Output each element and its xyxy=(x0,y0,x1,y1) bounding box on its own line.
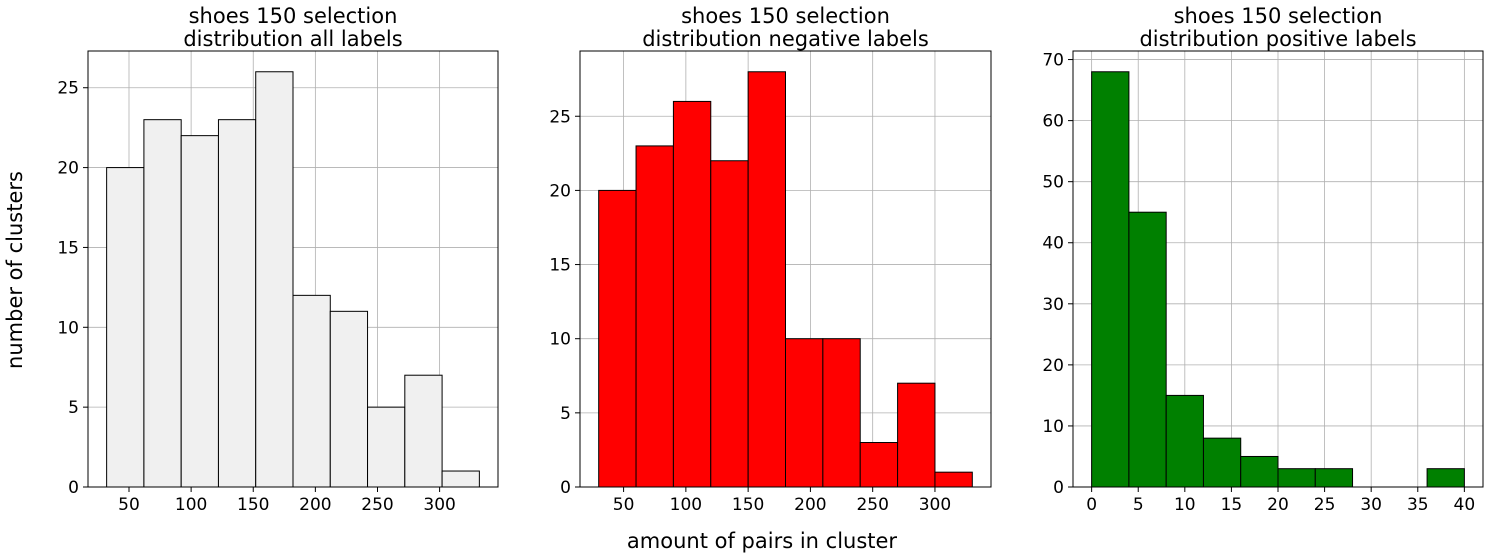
x-tick-label: 10 xyxy=(1174,495,1196,515)
axes-frame xyxy=(87,50,499,488)
histogram-bar xyxy=(897,382,936,488)
x-tick-label: 300 xyxy=(423,495,455,515)
y-tick-label: 60 xyxy=(1042,112,1064,132)
histogram-bar xyxy=(1128,211,1167,488)
supxlabel: amount of pairs in cluster xyxy=(627,529,898,553)
histogram-bar xyxy=(785,338,824,488)
y-tick-label: 0 xyxy=(560,478,571,498)
y-tick-label: 25 xyxy=(57,79,79,99)
supylabel: number of clusters xyxy=(3,171,27,369)
histogram-bar xyxy=(822,338,861,488)
y-tick-label: 0 xyxy=(1053,478,1064,498)
chart-title-line: distribution positive labels xyxy=(1139,27,1416,51)
y-tick-label: 10 xyxy=(549,330,571,350)
x-tick-label: 15 xyxy=(1221,495,1243,515)
y-tick-label: 25 xyxy=(549,107,571,127)
histogram-bar xyxy=(710,160,749,488)
y-tick-label: 40 xyxy=(1042,234,1064,254)
histogram-bar xyxy=(672,100,712,488)
axes-frame xyxy=(579,50,992,488)
histogram-bar xyxy=(934,471,973,488)
histogram-bar xyxy=(747,71,786,488)
histogram-bar xyxy=(1202,437,1242,488)
histogram-bar xyxy=(367,406,406,488)
x-tick-label: 200 xyxy=(299,495,331,515)
x-tick-label: 5 xyxy=(1133,495,1144,515)
x-tick-label: 150 xyxy=(732,495,764,515)
histogram-bar xyxy=(217,119,257,488)
x-tick-label: 250 xyxy=(856,495,888,515)
y-tick-label: 50 xyxy=(1042,173,1064,193)
histogram-bar xyxy=(441,470,480,488)
histogram-bar xyxy=(1091,71,1130,488)
y-tick-label: 20 xyxy=(57,159,79,179)
x-tick-label: 100 xyxy=(175,495,207,515)
histogram-bar xyxy=(180,135,219,488)
x-tick-label: 50 xyxy=(118,495,140,515)
histogram-bar xyxy=(255,71,294,488)
y-tick-label: 5 xyxy=(68,398,79,418)
y-tick-label: 10 xyxy=(1042,417,1064,437)
chart-title-line: shoes 150 selection xyxy=(681,4,890,28)
chart-title-line: distribution negative labels xyxy=(642,27,929,51)
histogram-bar xyxy=(143,119,182,488)
chart-2: 50 100 150 200 250 300 0 5 10 15 20 25 shoes 150 sel… xyxy=(549,4,992,515)
x-tick-label: 100 xyxy=(670,495,702,515)
x-tick-label: 250 xyxy=(361,495,393,515)
y-tick-label: 15 xyxy=(549,256,571,276)
x-tick-label: 30 xyxy=(1360,495,1382,515)
chart-title-line: shoes 150 selection xyxy=(189,4,398,28)
y-tick-label: 20 xyxy=(549,181,571,201)
x-tick-label: 25 xyxy=(1314,495,1336,515)
histogram-bar xyxy=(1277,468,1316,488)
histogram-bar xyxy=(1165,394,1204,488)
x-tick-label: 35 xyxy=(1407,495,1429,515)
y-tick-label: 70 xyxy=(1042,51,1064,71)
histogram-bar xyxy=(598,189,637,488)
y-tick-label: 0 xyxy=(68,478,79,498)
x-tick-label: 300 xyxy=(919,495,951,515)
chart-3: 0 5 10 15 20 25 30 35 40 0 10 20 30 40 50 60 70 shoes 150… xyxy=(1042,4,1484,515)
y-tick-label: 10 xyxy=(57,318,79,338)
y-tick-label: 20 xyxy=(1042,356,1064,376)
chart-title-line: shoes 150 selection xyxy=(1174,4,1383,28)
chart-title-line: distribution all labels xyxy=(183,27,402,51)
histogram-bar xyxy=(859,442,899,488)
histogram-bar xyxy=(1240,455,1279,488)
histogram-bar xyxy=(106,167,145,488)
x-tick-label: 200 xyxy=(794,495,826,515)
y-tick-label: 15 xyxy=(57,238,79,258)
y-tick-label: 5 xyxy=(560,404,571,424)
x-tick-label: 50 xyxy=(613,495,635,515)
histogram-bar xyxy=(635,145,674,488)
x-tick-label: 20 xyxy=(1267,495,1289,515)
x-tick-label: 0 xyxy=(1086,495,1097,515)
histogram-bar xyxy=(329,310,369,488)
histogram-bar xyxy=(1314,468,1354,488)
histogram-bar xyxy=(292,294,331,488)
histogram-bar xyxy=(404,374,443,488)
x-tick-label: 150 xyxy=(237,495,269,515)
histogram-bar xyxy=(1426,468,1465,488)
x-tick-label: 40 xyxy=(1454,495,1476,515)
chart-1: 50 100 150 200 250 300 0 5 10 15 20 25 shoes 150 sel… xyxy=(57,4,499,515)
y-tick-label: 30 xyxy=(1042,295,1064,315)
